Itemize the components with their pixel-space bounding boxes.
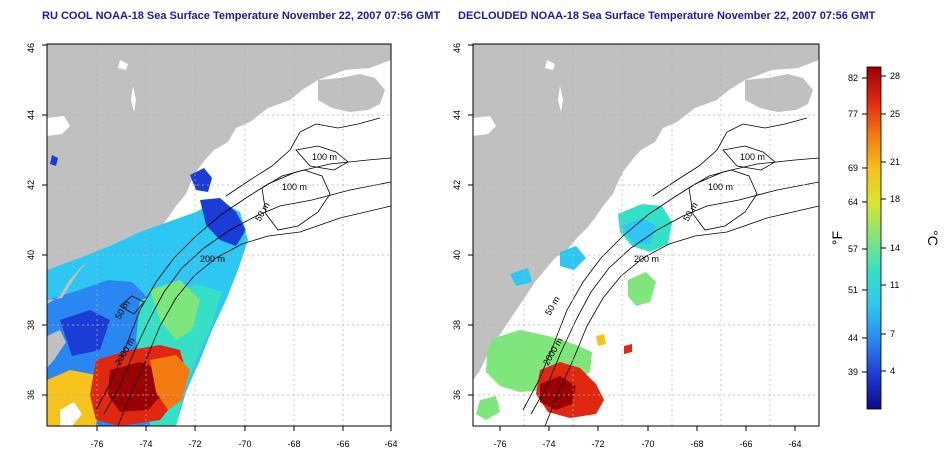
y-axis-right: 36 38 40 42 44 46: [452, 43, 473, 400]
colorbar-f-tick: 82: [848, 73, 858, 83]
colorbar-gradient: [866, 66, 882, 410]
lat-tick-label: 44: [26, 110, 36, 120]
svg-text:100 m: 100 m: [740, 152, 765, 162]
lat-tick-label: 38: [452, 320, 462, 330]
map-left: 100 m 100 m 50 m 200 m 50 m 2000 m -76 -…: [26, 43, 398, 449]
x-axis-left: -76 -74 -72 -70 -68 -66 -64: [90, 426, 398, 449]
colorbar-f-ticks: 82 77 69 64 57 51 44 39: [848, 73, 867, 377]
colorbar-f-tick: 51: [848, 285, 858, 295]
y-axis-left: 36 38 40 42 44 46: [26, 43, 47, 400]
lat-tick-label: 46: [452, 43, 462, 53]
lat-tick-label: 36: [26, 390, 36, 400]
land-mass-left: [47, 44, 391, 380]
bathymetry-contours-left: [95, 117, 391, 426]
lat-tick-label: 44: [452, 110, 462, 120]
lon-tick-label: -72: [188, 439, 201, 449]
lon-tick-label: -66: [739, 439, 752, 449]
colorbar-f-tick: 44: [848, 333, 858, 343]
svg-text:100 m: 100 m: [282, 182, 307, 192]
land-overlay-left: [47, 256, 96, 426]
lon-tick-label: -74: [139, 439, 152, 449]
bathymetry-contours-right: [522, 117, 819, 426]
lon-tick-label: -64: [788, 439, 801, 449]
colorbar-f-tick: 57: [848, 244, 858, 254]
colorbar-c-tick: 11: [890, 280, 899, 290]
lat-tick-label: 36: [452, 390, 462, 400]
lon-tick-label: -68: [690, 439, 703, 449]
panel-title-left: RU COOL NOAA-18 Sea Surface Temperature …: [42, 10, 441, 22]
lat-tick-label: 46: [26, 43, 36, 53]
svg-text:200 m: 200 m: [200, 254, 225, 264]
colorbar-c-tick: 28: [890, 71, 900, 81]
colorbar-c-tick: 18: [890, 194, 900, 204]
colorbar-c-tick: 14: [890, 243, 900, 253]
panel-title-right: DECLOUDED NOAA-18 Sea Surface Temperatur…: [458, 10, 876, 22]
svg-text:200 m: 200 m: [634, 254, 659, 264]
lat-tick-label: 38: [26, 320, 36, 330]
lat-tick-label: 42: [26, 180, 36, 190]
colorbar-c-tick: 21: [890, 157, 900, 167]
lat-tick-label: 40: [26, 250, 36, 260]
colorbar-c-tick: 7: [890, 329, 895, 339]
colorbar-f-tick: 77: [848, 109, 858, 119]
svg-text:100 m: 100 m: [708, 182, 733, 192]
lon-tick-label: -70: [641, 439, 654, 449]
lon-tick-label: -64: [384, 439, 397, 449]
colorbar-c-ticks: 28 25 21 18 14 11 7 4: [881, 71, 900, 376]
x-axis-right: -76 -74 -72 -70 -68 -66 -64: [493, 426, 802, 449]
lon-tick-label: -76: [90, 439, 103, 449]
svg-text:100 m: 100 m: [312, 152, 337, 162]
land-overlay-right: [473, 256, 522, 368]
grid-left: [47, 44, 391, 426]
lon-tick-label: -68: [287, 439, 300, 449]
colorbar: 82 77 69 64 57 51 44 39 28 25 21 18 14 1…: [829, 66, 941, 410]
lon-tick-label: -74: [542, 439, 555, 449]
colorbar-fahrenheit-label: °F: [829, 231, 845, 245]
lat-tick-label: 40: [452, 250, 462, 260]
lon-tick-label: -72: [591, 439, 604, 449]
colorbar-f-tick: 39: [848, 367, 858, 377]
grid-right: [473, 44, 819, 426]
map-right: 100 m 100 m 50 m 200 m 50 m 2000 m -76 -…: [452, 43, 820, 449]
lat-tick-label: 42: [452, 180, 462, 190]
colorbar-c-tick: 4: [890, 366, 895, 376]
colorbar-celsius-label: °C: [925, 230, 941, 246]
land-mass-right: [473, 44, 819, 380]
colorbar-f-tick: 69: [848, 163, 858, 173]
colorbar-f-tick: 64: [848, 197, 858, 207]
lon-tick-label: -66: [336, 439, 349, 449]
colorbar-c-tick: 25: [890, 109, 900, 119]
lon-tick-label: -76: [493, 439, 506, 449]
lon-tick-label: -70: [238, 439, 251, 449]
